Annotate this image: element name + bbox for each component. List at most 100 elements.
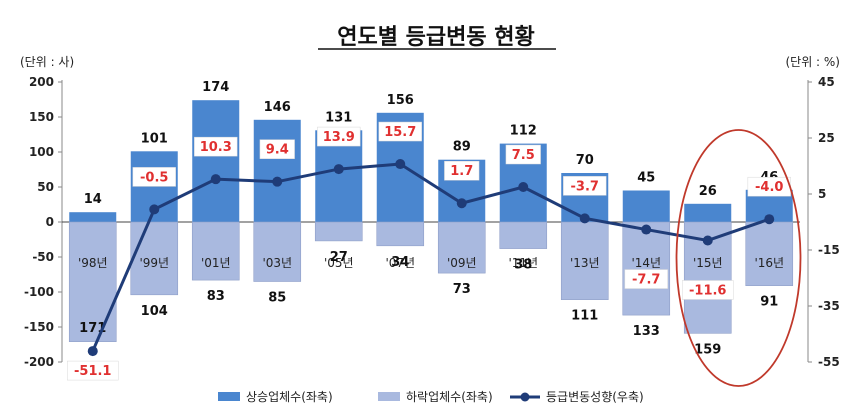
rise-value-label: 131 [325,110,352,125]
fall-bar [560,221,609,300]
trend-value-label: -51.1 [74,364,111,379]
left-axis-tick-label: -50 [32,250,54,264]
rise-value-label: 156 [387,93,414,108]
category-label: '13년 [570,256,600,270]
left-axis-tick-label: 50 [37,180,54,194]
legend-rise-swatch [218,392,240,401]
fall-bar [130,221,179,296]
rise-value-label: 70 [576,153,594,168]
trend-point [641,224,652,235]
trend-label-box [505,144,541,165]
rise-value-label: 89 [453,140,471,155]
legend-trend-marker [520,392,530,402]
trend-line [91,162,770,352]
rise-bar [192,100,240,222]
fall-value-label: 38 [514,258,532,273]
rise-bar [622,190,670,222]
left-axis-tick-label: -200 [24,355,54,369]
left-axis-tick-label: 150 [29,110,54,124]
fall-bar [622,221,671,316]
trend-point [579,213,590,224]
category-label: '05년 [324,256,354,270]
category-label: '11년 [508,256,538,270]
rise-value-label: 112 [510,124,537,139]
right-axis-tick-label: -55 [818,355,840,369]
rise-value-label: 101 [141,131,168,146]
trend-label-box [444,160,480,181]
fall-value-label: 104 [141,304,168,319]
trend-point [210,174,221,185]
trend-label-box [317,126,361,147]
legend-fall-swatch [378,392,400,401]
category-label: '14년 [631,256,661,270]
trend-point [333,164,344,175]
trend-label-box [67,360,119,381]
fall-bar [745,221,794,287]
rise-value-label: 174 [202,80,229,95]
left-axis-tick-label: 200 [29,75,54,89]
right-unit-label: (단위 : %) [785,55,840,69]
trend-point [518,182,529,192]
trend-point [149,204,160,215]
rise-value-label: 26 [699,184,717,199]
trend-value-label: -7.7 [632,273,660,288]
category-label: '07년 [385,256,415,270]
category-label: '16년 [754,256,784,270]
left-axis-tick-label: -150 [24,320,54,334]
highlight-ellipse [675,129,802,387]
right-axis-tick-label: 5 [818,187,826,201]
trend-value-label: 13.9 [323,130,355,145]
trend-label-box [563,176,607,196]
trend-point [395,159,406,170]
fall-bar [376,221,425,247]
rise-value-label: 45 [637,171,655,186]
trend-point [764,214,775,225]
fall-value-label: 83 [207,289,225,304]
trend-value-label: -11.6 [689,283,726,298]
fall-bar [253,221,302,282]
category-label: '01년 [201,256,231,270]
trend-value-label: 7.5 [512,148,535,163]
left-axis-tick-label: 100 [29,145,54,159]
fall-value-label: 73 [453,282,471,297]
right-axis-tick-label: 45 [818,75,835,89]
category-label: '99년 [139,256,169,270]
rise-bar [684,203,732,222]
fall-bar [314,221,363,242]
trend-value-label: -3.7 [571,179,599,194]
fall-bar [68,221,117,342]
trend-value-label: -0.5 [140,170,168,185]
trend-value-label: -4.0 [755,180,783,195]
trend-point [456,198,467,209]
right-axis-tick-label: -35 [818,299,840,313]
rise-value-label: 14 [84,192,102,207]
trend-value-label: 9.4 [266,143,289,158]
trend-value-label: 10.3 [200,140,232,155]
trend-value-label: 1.7 [450,164,473,179]
fall-value-label: 111 [571,309,598,324]
rise-bar [253,119,301,222]
fall-value-label: 27 [330,250,348,265]
fall-bar [191,221,240,281]
trend-point [702,235,713,246]
left-axis-tick-label: 0 [46,215,54,229]
trend-label-box [378,121,422,142]
trend-point [87,346,98,357]
rise-bar [69,212,117,222]
fall-value-label: 159 [694,342,721,357]
legend-rise-label: 상승업체수(좌축) [246,390,333,404]
trend-point [272,176,283,187]
right-axis-tick-label: 25 [818,131,835,145]
rise-value-label: 146 [264,100,291,115]
legend-fall-label: 하락업체수(좌축) [406,390,493,404]
category-label: '03년 [262,256,292,270]
fall-bar [437,221,486,274]
chart-title: 연도별 등급변동 현황 [337,25,534,50]
fall-value-label: 91 [760,295,778,310]
trend-label-box [682,280,734,300]
trend-label-box [132,167,176,187]
fall-value-label: 85 [268,291,286,306]
legend-trend-label: 등급변동성향(우축) [546,390,644,404]
category-label: '98년 [78,256,108,270]
